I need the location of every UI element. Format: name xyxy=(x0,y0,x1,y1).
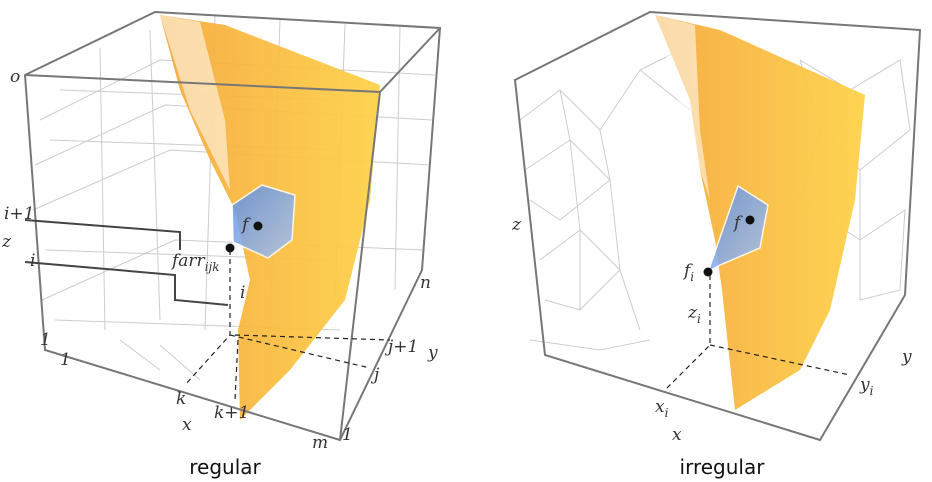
point-farr xyxy=(225,243,235,253)
label: i+1 xyxy=(4,204,35,224)
point-fi xyxy=(703,267,713,277)
point-f xyxy=(745,215,755,225)
projection xyxy=(184,250,391,401)
surface-fade xyxy=(655,15,710,200)
label: j xyxy=(370,365,380,385)
label: z xyxy=(511,215,522,235)
projection xyxy=(664,275,851,391)
label: y xyxy=(901,347,912,367)
cell xyxy=(231,184,296,259)
irregular-panel: z f fi zi xi x yi y irregular xyxy=(511,10,922,479)
label: m xyxy=(312,433,328,453)
label: i xyxy=(240,283,245,303)
point-f xyxy=(253,221,263,231)
cell xyxy=(706,184,769,274)
label: n xyxy=(420,273,431,293)
label: x xyxy=(672,425,682,445)
label: f xyxy=(732,213,743,233)
surface-fade xyxy=(160,15,230,190)
label: i xyxy=(30,251,35,271)
label: y xyxy=(427,343,438,363)
caption: regular xyxy=(189,455,261,479)
label: yi xyxy=(859,375,874,398)
regular-panel: o i+1 z i 1 1 k x k+1 m 1 j j+1 y n i fa… xyxy=(1,10,442,479)
label: j+1 xyxy=(384,337,418,357)
label: k xyxy=(176,389,186,409)
label: k+1 xyxy=(214,403,249,423)
label: fi xyxy=(682,261,694,284)
label: o xyxy=(10,67,20,87)
slab xyxy=(24,219,229,306)
label: zi xyxy=(687,303,701,326)
label: z xyxy=(1,232,12,252)
label: f xyxy=(240,215,251,235)
cube-outline xyxy=(513,10,922,442)
label: farrijk xyxy=(170,251,220,274)
label: x xyxy=(182,415,192,435)
cube-outline xyxy=(23,10,442,442)
label: 1 xyxy=(40,330,51,350)
caption: irregular xyxy=(680,455,766,479)
label: 1 xyxy=(60,350,71,370)
label: xi xyxy=(655,397,669,420)
label: 1 xyxy=(342,425,353,445)
